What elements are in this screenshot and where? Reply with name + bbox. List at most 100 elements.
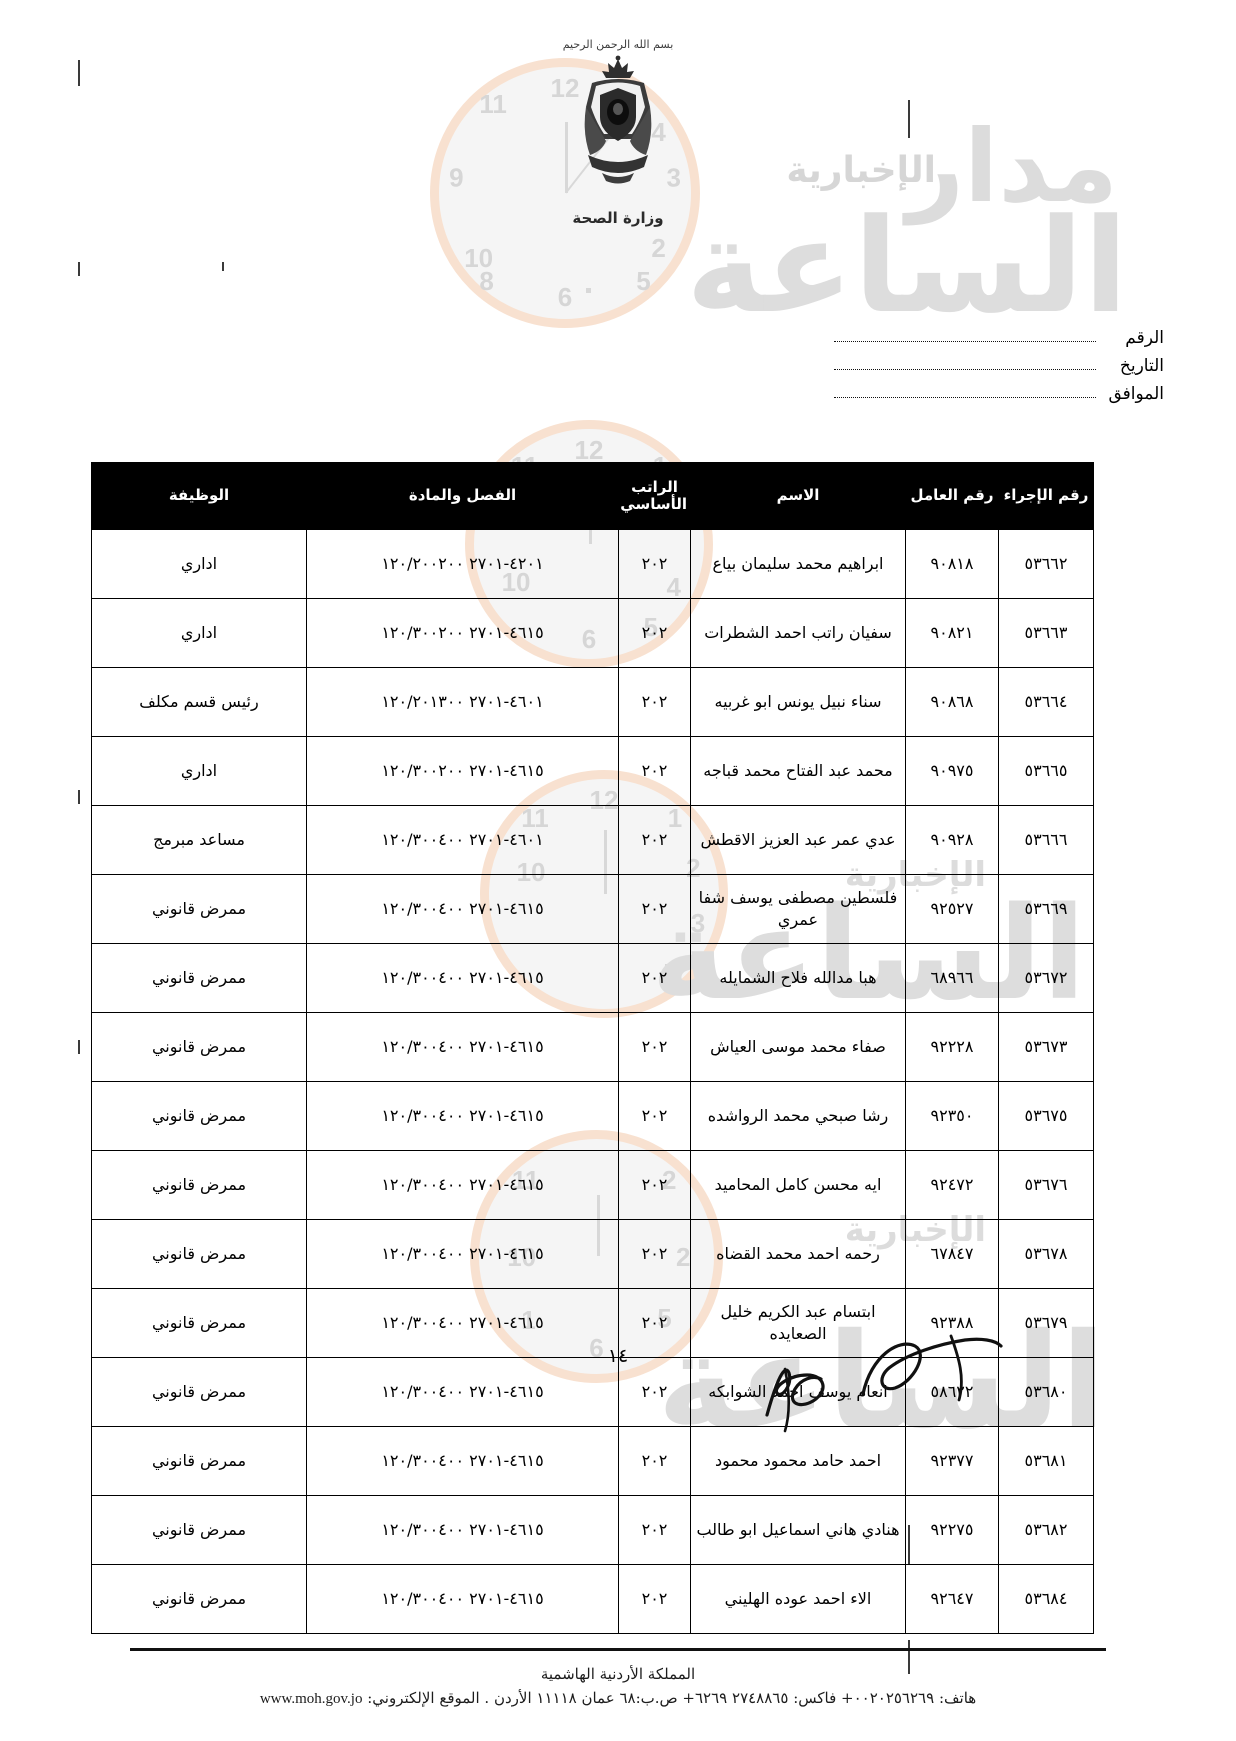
cell-name: ايه محسن كامل المحاميد	[690, 1150, 906, 1220]
table-row: ٥٣٦٧٣ ٩٢٢٢٨ صفاء محمد موسى العياش ٢٠٢ ٤٦١٥-٢…	[91, 1012, 1094, 1082]
cell-basic-salary: ٢٠٢	[618, 529, 691, 599]
cell-name: سناء نبيل يونس ابو غربيه	[690, 667, 906, 737]
cell-employee-no: ٩٢٢٧٥	[905, 1495, 999, 1565]
cell-job-title: ممرض قانوني	[91, 1288, 307, 1358]
cell-chapter-article: ٤٦١٥-٢٧٠١ ١٢٠/٣٠٠٤٠٠	[306, 1357, 619, 1427]
cell-name: ابراهيم محمد سليمان بياع	[690, 529, 906, 599]
cell-chapter-article: ٤٦١٥-٢٧٠١ ١٢٠/٣٠٠٢٠٠	[306, 736, 619, 806]
cell-name: سفيان راتب احمد الشطرات	[690, 598, 906, 668]
cell-chapter-article: ٤٦٠١-٢٧٠١ ١٢٠/٢٠١٣٠٠	[306, 667, 619, 737]
cell-job-title: ممرض قانوني	[91, 1219, 307, 1289]
cell-procedure-no: ٥٣٦٨١	[998, 1426, 1094, 1496]
table-header-row: رقم الإجراء رقم العامل الاسم الراتب الأس…	[91, 462, 1094, 530]
cell-job-title: مساعد مبرمج	[91, 805, 307, 875]
reference-row-date: التاريخ	[834, 348, 1164, 376]
table-row: ٥٣٦٨٠ ٥٨٦٢٢ انعام يوسف احمد الشوابكه ٢٠٢ ٤٦١…	[91, 1357, 1094, 1427]
reference-row-number: الرقم	[834, 320, 1164, 348]
cell-job-title: ممرض قانوني	[91, 1426, 307, 1496]
cell-procedure-no: ٥٣٦٨٢	[998, 1495, 1094, 1565]
cell-job-title: اداري	[91, 529, 307, 599]
cell-job-title: ممرض قانوني	[91, 1357, 307, 1427]
cell-chapter-article: ٤٦١٥-٢٧٠١ ١٢٠/٣٠٠٤٠٠	[306, 1288, 619, 1358]
reference-value-line[interactable]	[834, 384, 1096, 398]
cell-procedure-no: ٥٣٦٧٣	[998, 1012, 1094, 1082]
cell-basic-salary: ٢٠٢	[618, 1219, 691, 1289]
cell-procedure-no: ٥٣٦٧٩	[998, 1288, 1094, 1358]
cell-name: رحمه احمد محمد القضاه	[690, 1219, 906, 1289]
column-header-employee-no: رقم العامل	[905, 462, 999, 530]
table-body: ٥٣٦٦٢ ٩٠٨١٨ ابراهيم محمد سليمان بياع ٢٠٢ ٤٢٠…	[91, 529, 1094, 1634]
cell-job-title: ممرض قانوني	[91, 1150, 307, 1220]
employees-table-container: رقم الإجراء رقم العامل الاسم الراتب الأس…	[91, 462, 1094, 1634]
cell-procedure-no: ٥٣٦٦٤	[998, 667, 1094, 737]
cell-employee-no: ٩٢٣٥٠	[905, 1081, 999, 1151]
cell-chapter-article: ٤٦١٥-٢٧٠١ ١٢٠/٣٠٠٤٠٠	[306, 943, 619, 1013]
cell-employee-no: ٩٠٨٦٨	[905, 667, 999, 737]
cell-basic-salary: ٢٠٢	[618, 736, 691, 806]
cell-basic-salary: ٢٠٢	[618, 1564, 691, 1634]
crop-mark	[78, 790, 80, 804]
table-row: ٥٣٦٧٩ ٩٢٣٨٨ ابتسام عبد الكريم خليل الصعايد…	[91, 1288, 1094, 1358]
column-header-name: الاسم	[690, 462, 906, 530]
table-row: ٥٣٦٧٢ ٦٨٩٦٦ هبا مدالله فلاح الشمايله ٢٠٢ ٤٦١…	[91, 943, 1094, 1013]
table-row: ٥٣٦٦٦ ٩٠٩٢٨ عدي عمر عبد العزيز الاقطش ٢٠٢ ٤٦…	[91, 805, 1094, 875]
cell-name: احمد حامد محمود محمود	[690, 1426, 906, 1496]
reference-label: الموافق	[1108, 384, 1164, 404]
cell-procedure-no: ٥٣٦٧٦	[998, 1150, 1094, 1220]
footer-contact-line: هاتف: ٠٠٢٠٢٥٦٢٦٩+ فاكس: ٢٧٤٨٨٦٥ ٦٢٦٩+ ص.…	[130, 1689, 1106, 1708]
page-footer: المملكة الأردنية الهاشمية هاتف: ٠٠٢٠٢٥٦٢…	[130, 1648, 1106, 1708]
cell-procedure-no: ٥٣٦٧٢	[998, 943, 1094, 1013]
crop-mark	[78, 60, 80, 86]
cell-basic-salary: ٢٠٢	[618, 598, 691, 668]
column-header-chapter-article: الفصل والمادة	[306, 462, 619, 530]
table-head: رقم الإجراء رقم العامل الاسم الراتب الأس…	[91, 462, 1094, 530]
footer-website-link[interactable]: www.moh.gov.jo	[259, 1691, 363, 1707]
reference-label: التاريخ	[1119, 356, 1164, 376]
crop-mark	[908, 1640, 910, 1674]
watermark-text: الإخبارية	[786, 150, 936, 191]
cell-basic-salary: ٢٠٢	[618, 1495, 691, 1565]
cell-employee-no: ٩٠٩٢٨	[905, 805, 999, 875]
cell-employee-no: ٦٧٨٤٧	[905, 1219, 999, 1289]
crop-mark	[78, 1040, 80, 1054]
table-row: ٥٣٦٧٥ ٩٢٣٥٠ رشا صبحي محمد الرواشده ٢٠٢ ٤٦١٥-…	[91, 1081, 1094, 1151]
cell-chapter-article: ٤٦١٥-٢٧٠١ ١٢٠/٣٠٠٤٠٠	[306, 1426, 619, 1496]
cell-name: انعام يوسف احمد الشوابكه	[690, 1357, 906, 1427]
reference-value-line[interactable]	[834, 356, 1096, 370]
cell-name: عدي عمر عبد العزيز الاقطش	[690, 805, 906, 875]
cell-job-title: ممرض قانوني	[91, 943, 307, 1013]
cell-employee-no: ٦٨٩٦٦	[905, 943, 999, 1013]
cell-chapter-article: ٤٦١٥-٢٧٠١ ١٢٠/٣٠٠٤٠٠	[306, 1219, 619, 1289]
table-row: ٥٣٦٦٤ ٩٠٨٦٨ سناء نبيل يونس ابو غربيه ٢٠٢ ٤٦٠…	[91, 667, 1094, 737]
cell-name: الاء احمد عوده الهليني	[690, 1564, 906, 1634]
crop-mark	[222, 262, 224, 271]
cell-procedure-no: ٥٣٦٦٢	[998, 529, 1094, 599]
cell-job-title: ممرض قانوني	[91, 1012, 307, 1082]
cell-job-title: ممرض قانوني	[91, 1081, 307, 1151]
cell-procedure-no: ٥٣٦٨٤	[998, 1564, 1094, 1634]
cell-basic-salary: ٢٠٢	[618, 1150, 691, 1220]
cell-chapter-article: ٤٦٠١-٢٧٠١ ١٢٠/٣٠٠٤٠٠	[306, 805, 619, 875]
cell-chapter-article: ٤٦١٥-٢٧٠١ ١٢٠/٣٠٠٤٠٠	[306, 1564, 619, 1634]
cell-employee-no: ٩٢٦٤٧	[905, 1564, 999, 1634]
cell-employee-no: ٩٢٢٢٨	[905, 1012, 999, 1082]
crop-mark	[586, 288, 591, 293]
basmala-text: بسم الله الرحمن الرحيم	[562, 38, 674, 51]
cell-employee-no: ٩٢٣٧٧	[905, 1426, 999, 1496]
cell-chapter-article: ٤٢٠١-٢٧٠١ ١٢٠/٢٠٠٢٠٠	[306, 529, 619, 599]
cell-name: صفاء محمد موسى العياش	[690, 1012, 906, 1082]
cell-job-title: اداري	[91, 598, 307, 668]
column-header-job-title: الوظيفة	[91, 462, 307, 530]
cell-employee-no: ٥٨٦٢٢	[905, 1357, 999, 1427]
crop-mark	[908, 100, 910, 138]
reference-value-line[interactable]	[834, 328, 1096, 342]
footer-kingdom: المملكة الأردنية الهاشمية	[540, 1665, 696, 1683]
cell-basic-salary: ٢٠٢	[618, 1357, 691, 1427]
table-row: ٥٣٦٨٢ ٩٢٢٧٥ هنادي هاني اسماعيل ابو طالب ٢٠٢…	[91, 1495, 1094, 1565]
column-header-procedure-no: رقم الإجراء	[998, 462, 1094, 530]
cell-name: محمد عبد الفتاح محمد قباجه	[690, 736, 906, 806]
cell-basic-salary: ٢٠٢	[618, 805, 691, 875]
cell-employee-no: ٩٠٨١٨	[905, 529, 999, 599]
cell-basic-salary: ٢٠٢	[618, 943, 691, 1013]
cell-procedure-no: ٥٣٦٦٥	[998, 736, 1094, 806]
